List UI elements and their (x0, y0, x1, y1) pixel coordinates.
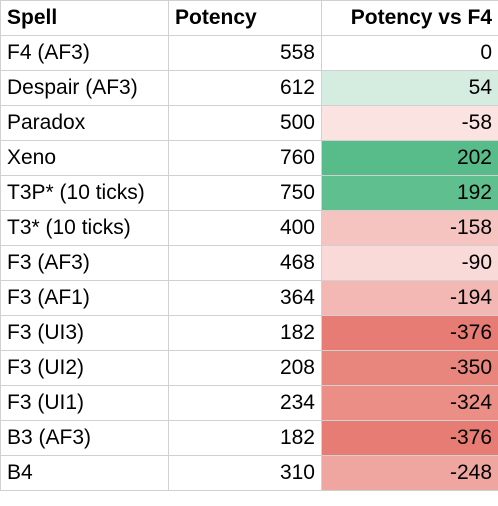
spell-cell[interactable]: F3 (AF1) (0, 280, 169, 316)
table-row: B3 (AF3) 182 -376 (0, 420, 498, 456)
spell-table: Spell Potency Potency vs F4 F4 (AF3) 558… (0, 0, 498, 491)
spell-cell[interactable]: Paradox (0, 105, 169, 141)
spell-cell[interactable]: T3P* (10 ticks) (0, 175, 169, 211)
table-row: T3P* (10 ticks) 750 192 (0, 175, 498, 211)
potency-cell[interactable]: 468 (168, 245, 322, 281)
header-potency-vs-f4[interactable]: Potency vs F4 (321, 0, 498, 36)
potency-diff-cell[interactable]: 54 (321, 70, 498, 106)
spell-cell[interactable]: Xeno (0, 140, 169, 176)
potency-cell[interactable]: 760 (168, 140, 322, 176)
potency-cell[interactable]: 400 (168, 210, 322, 246)
potency-cell[interactable]: 558 (168, 35, 322, 71)
spell-cell[interactable]: F3 (UI1) (0, 385, 169, 421)
potency-diff-cell[interactable]: -324 (321, 385, 498, 421)
potency-cell[interactable]: 182 (168, 420, 322, 456)
potency-diff-cell[interactable]: -158 (321, 210, 498, 246)
potency-cell[interactable]: 310 (168, 455, 322, 491)
spell-cell[interactable]: F3 (AF3) (0, 245, 169, 281)
potency-diff-cell[interactable]: -248 (321, 455, 498, 491)
potency-diff-cell[interactable]: -376 (321, 315, 498, 351)
potency-cell[interactable]: 612 (168, 70, 322, 106)
potency-cell[interactable]: 208 (168, 350, 322, 386)
table-row: Paradox 500 -58 (0, 105, 498, 141)
table-row: F3 (UI1) 234 -324 (0, 385, 498, 421)
table-row: T3* (10 ticks) 400 -158 (0, 210, 498, 246)
table-row: F3 (AF1) 364 -194 (0, 280, 498, 316)
potency-cell[interactable]: 364 (168, 280, 322, 316)
header-row: Spell Potency Potency vs F4 (0, 0, 498, 36)
potency-diff-cell[interactable]: -194 (321, 280, 498, 316)
potency-diff-cell[interactable]: -58 (321, 105, 498, 141)
spell-cell[interactable]: B3 (AF3) (0, 420, 169, 456)
potency-diff-cell[interactable]: -350 (321, 350, 498, 386)
spell-cell[interactable]: T3* (10 ticks) (0, 210, 169, 246)
potency-cell[interactable]: 750 (168, 175, 322, 211)
table-row: F4 (AF3) 558 0 (0, 35, 498, 71)
spell-cell[interactable]: F3 (UI2) (0, 350, 169, 386)
potency-cell[interactable]: 234 (168, 385, 322, 421)
table-row: F3 (UI3) 182 -376 (0, 315, 498, 351)
header-spell[interactable]: Spell (0, 0, 169, 36)
potency-diff-cell[interactable]: 202 (321, 140, 498, 176)
table-row: F3 (AF3) 468 -90 (0, 245, 498, 281)
header-potency[interactable]: Potency (168, 0, 322, 36)
potency-diff-cell[interactable]: 192 (321, 175, 498, 211)
potency-cell[interactable]: 500 (168, 105, 322, 141)
spell-cell[interactable]: Despair (AF3) (0, 70, 169, 106)
table-row: Xeno 760 202 (0, 140, 498, 176)
potency-cell[interactable]: 182 (168, 315, 322, 351)
potency-diff-cell[interactable]: -376 (321, 420, 498, 456)
table-row: Despair (AF3) 612 54 (0, 70, 498, 106)
table-row: B4 310 -248 (0, 455, 498, 491)
spell-cell[interactable]: F3 (UI3) (0, 315, 169, 351)
spell-cell[interactable]: B4 (0, 455, 169, 491)
potency-diff-cell[interactable]: -90 (321, 245, 498, 281)
table-row: F3 (UI2) 208 -350 (0, 350, 498, 386)
spell-cell[interactable]: F4 (AF3) (0, 35, 169, 71)
potency-diff-cell[interactable]: 0 (321, 35, 498, 71)
